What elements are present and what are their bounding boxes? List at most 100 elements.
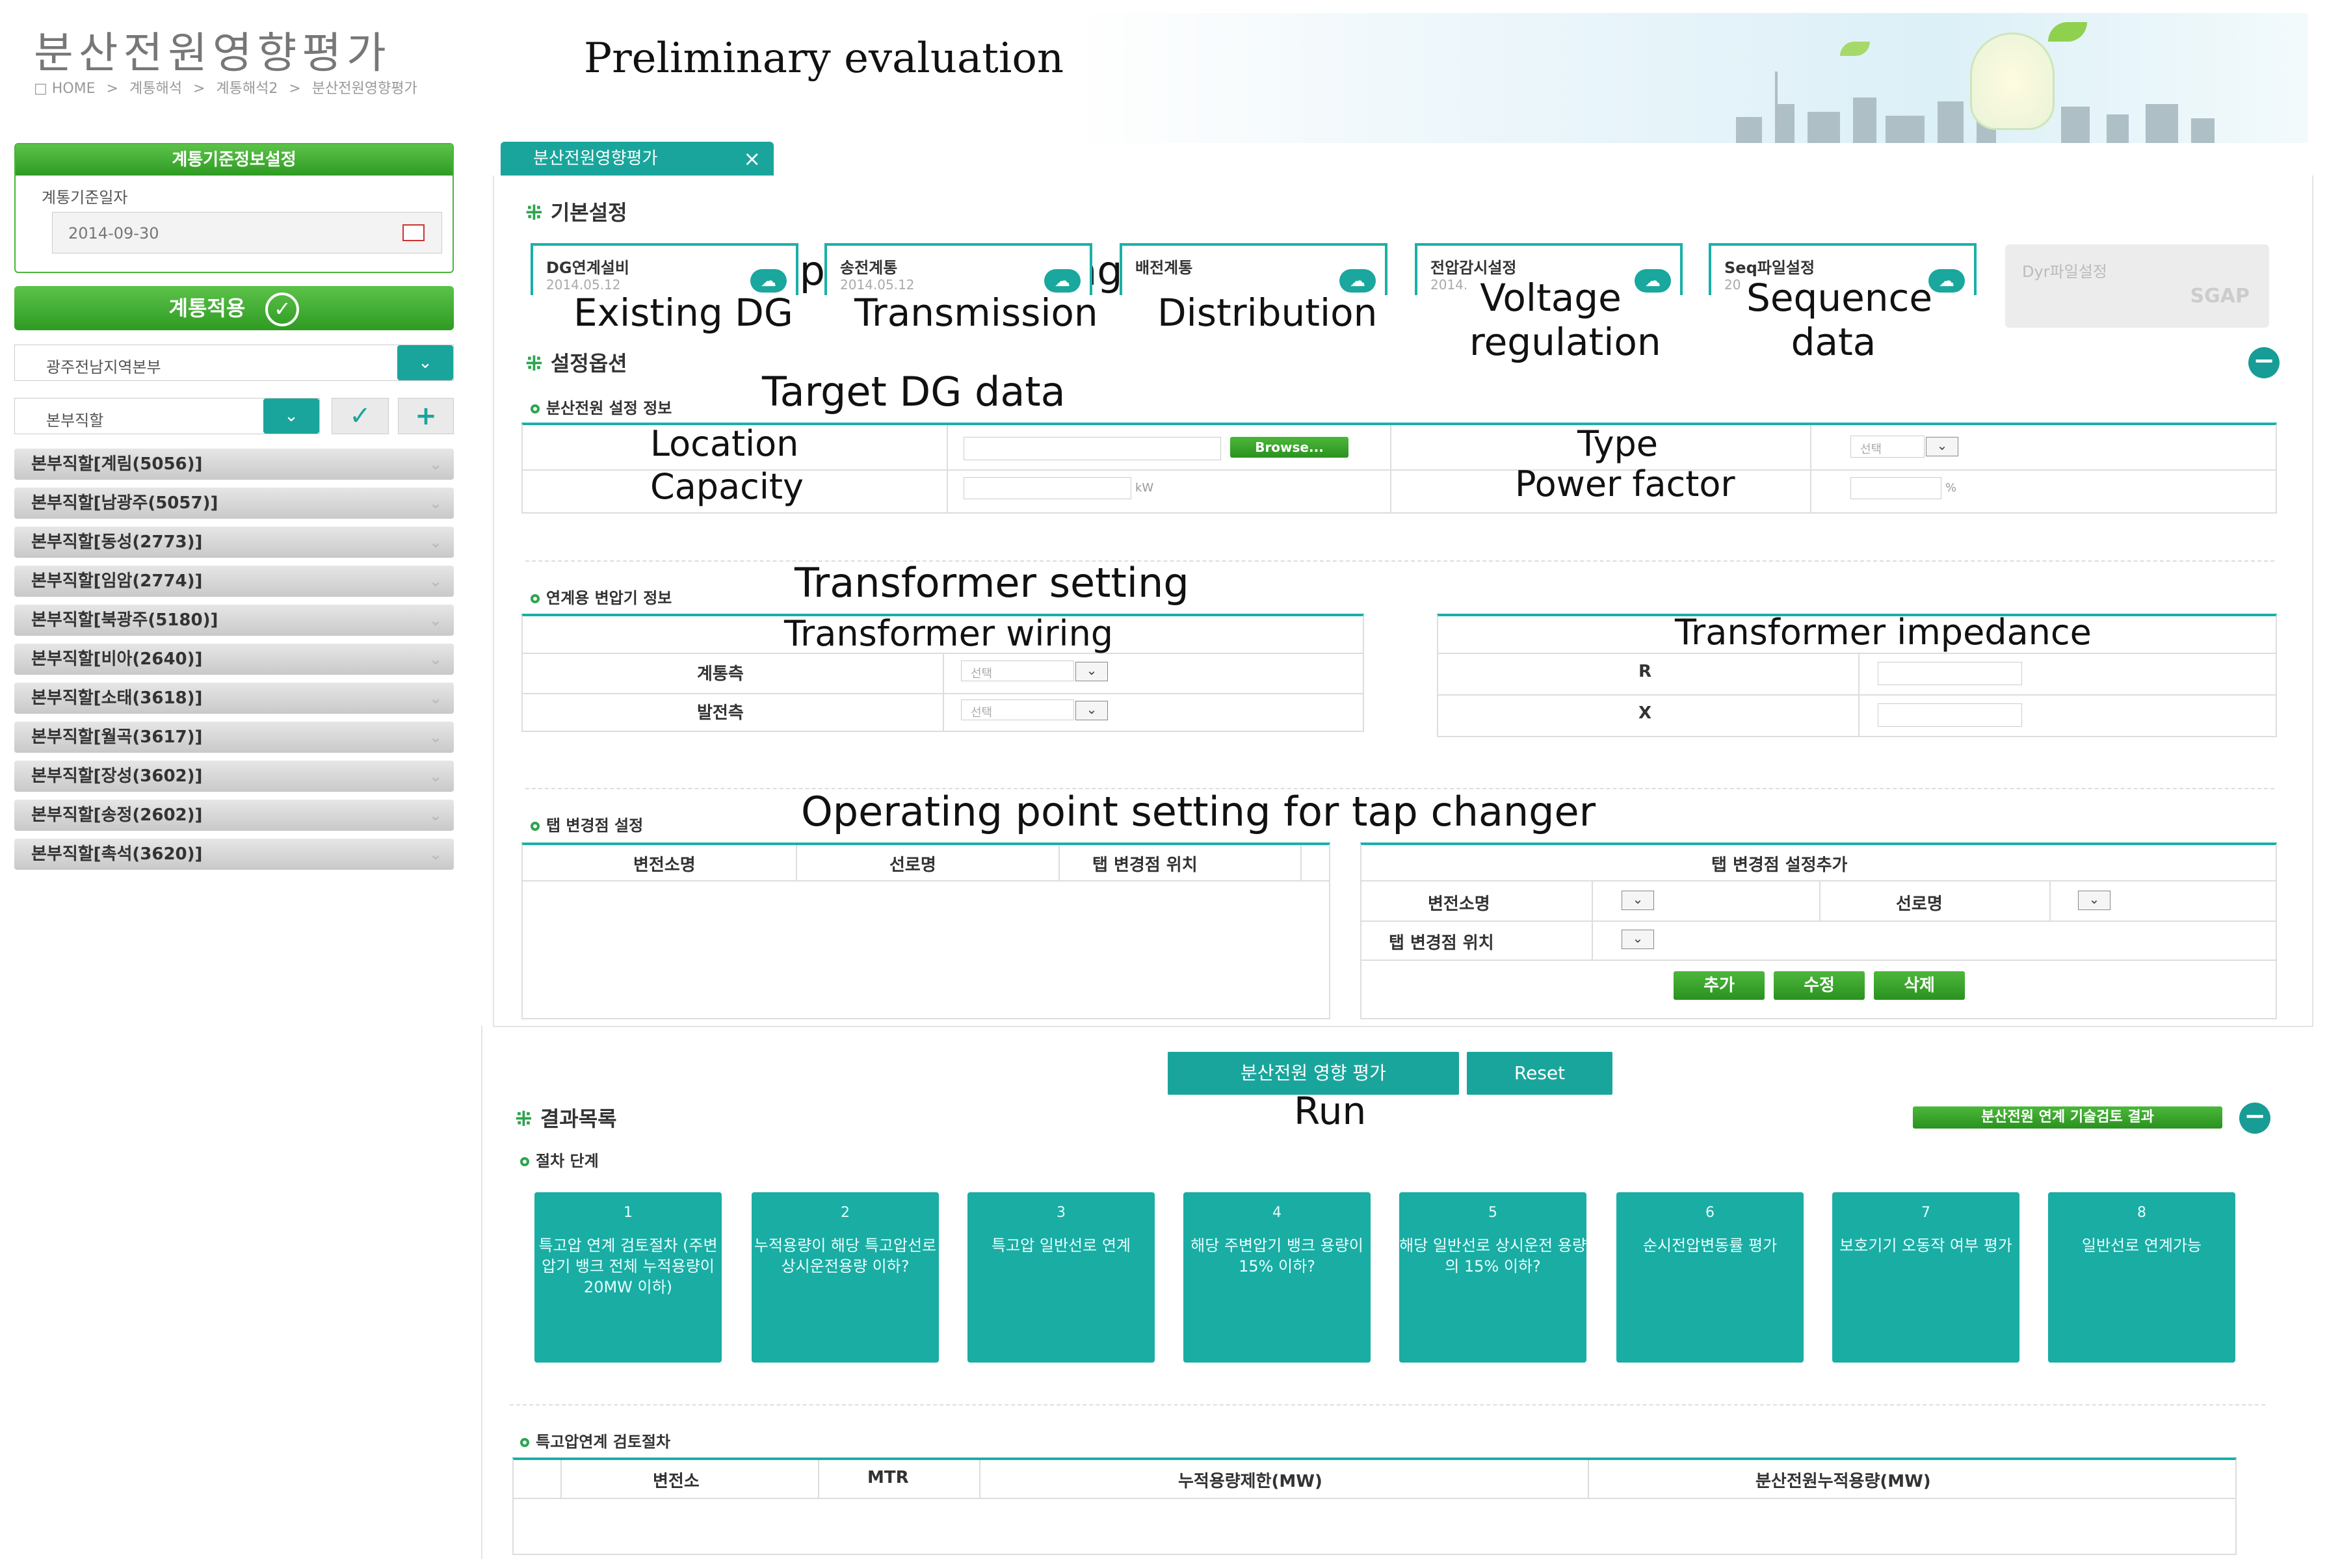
review-result-button[interactable]: 분산전원 연계 기술검토 결과 <box>1913 1106 2222 1129</box>
chevron-down-icon: ⌄ <box>428 767 442 785</box>
tab-impact-evaluation[interactable]: 분산전원영향평가 × <box>501 142 774 176</box>
upload-cloud-icon[interactable]: ☁ <box>1044 269 1081 293</box>
r-input[interactable] <box>1878 662 2022 685</box>
power-factor-label: Power factor <box>1515 464 1735 504</box>
chevron-down-icon[interactable]: ⌄ <box>1622 891 1654 910</box>
x-input[interactable] <box>1878 703 2022 727</box>
run-evaluation-button[interactable]: 분산전원 영향 평가 <box>1168 1052 1459 1095</box>
office-select[interactable]: 본부직할 ⌄ <box>14 398 320 434</box>
card-voltage[interactable]: 전압감시설정 2014. ☁ <box>1415 243 1683 295</box>
chevron-down-icon: ⌄ <box>428 728 442 746</box>
sidebar-item[interactable]: 본부직할[남광주(5057)] ⌄ <box>14 488 454 519</box>
date-input[interactable]: 2014-09-30 <box>52 212 442 254</box>
upload-cloud-icon[interactable]: ☁ <box>1339 269 1376 293</box>
review-table <box>512 1457 2237 1555</box>
sidebar-item[interactable]: 본부직할[비아(2640)] ⌄ <box>14 644 454 675</box>
review-subtitle: 특고압연계 검토절차 <box>520 1429 670 1452</box>
step-card: 6 순시전압변동률 평가 <box>1616 1192 1804 1363</box>
wind-turbine-icon <box>1775 72 1778 130</box>
card-dg[interactable]: DG연계설비 2014.05.12 ☁ <box>531 243 798 295</box>
edit-tap-button[interactable]: 수정 <box>1774 971 1865 1000</box>
sidebar-item[interactable]: 본부직할[북광주(5180)] ⌄ <box>14 605 454 636</box>
region-select[interactable]: 광주전남지역본부 ⌄ <box>14 345 454 381</box>
step-card: 3 특고압 일반선로 연계 <box>967 1192 1155 1363</box>
upload-cloud-icon[interactable]: ☁ <box>1928 269 1965 293</box>
steps-subtitle: 절차 단계 <box>520 1148 599 1171</box>
transformer-impedance-table <box>1437 614 2277 737</box>
date-label: 계통기준일자 <box>42 189 128 207</box>
card-distribution[interactable]: 배전계통 ☁ <box>1120 243 1387 295</box>
chevron-down-icon: ⌄ <box>428 611 442 629</box>
x-label: X <box>1638 703 1652 723</box>
sidebar-item[interactable]: 본부직할[송정(2602)] ⌄ <box>14 800 454 831</box>
collapse-icon[interactable]: − <box>2248 347 2280 378</box>
breadcrumb-item[interactable]: 계통해석2 <box>216 81 278 97</box>
location-label: Location <box>650 423 799 464</box>
tap-col-substation: 변전소명 <box>633 856 696 875</box>
card-transmission[interactable]: 송전계통 2014.05.12 ☁ <box>824 243 1092 295</box>
breadcrumb-item[interactable]: 분산전원영향평가 <box>311 81 417 97</box>
annotation-voltage: Voltage regulation <box>1469 276 1661 364</box>
breadcrumb-sep: > <box>289 81 301 97</box>
grid-side-select[interactable]: 선택 <box>961 660 1074 681</box>
chevron-down-icon[interactable]: ⌄ <box>263 399 319 434</box>
sidebar-item[interactable]: 본부직할[촉석(3620)] ⌄ <box>14 839 454 870</box>
apply-button[interactable]: 계통적용 ✓ <box>14 286 454 330</box>
chevron-down-icon: ⌄ <box>428 494 442 512</box>
line-name-label: 선로명 <box>1896 895 1943 914</box>
annotation-preliminary: Preliminary evaluation <box>584 34 1064 83</box>
transformer-impedance-header: Transformer impedance <box>1675 612 2092 653</box>
reset-button[interactable]: Reset <box>1467 1052 1612 1095</box>
close-icon[interactable]: × <box>743 146 761 171</box>
chevron-down-icon[interactable]: ⌄ <box>397 345 453 380</box>
calendar-icon[interactable] <box>402 224 425 241</box>
header-banner <box>1073 13 2308 143</box>
breadcrumb-item[interactable]: 계통해석 <box>129 81 182 97</box>
review-col-mtr: MTR <box>867 1468 909 1487</box>
chevron-down-icon: ⌄ <box>428 806 442 824</box>
capacity-input[interactable] <box>964 477 1131 499</box>
annotation-target-dg: Target DG data <box>762 368 1066 415</box>
browse-button[interactable]: Browse... <box>1230 437 1348 458</box>
pct-unit: % <box>1945 481 1957 495</box>
sidebar-item[interactable]: 본부직할[임암(2774)] ⌄ <box>14 566 454 597</box>
breadcrumb-home[interactable]: □ HOME <box>34 81 96 97</box>
section-icon: ⁜ <box>525 351 543 376</box>
step-card: 1 특고압 연계 검토절차 (주변압기 뱅크 전체 누적용량이 20MW 이하) <box>534 1192 722 1363</box>
sidebar-item[interactable]: 본부직할[동성(2773)] ⌄ <box>14 527 454 558</box>
gen-side-select[interactable]: 선택 <box>961 699 1074 720</box>
tap-subtitle: 탭 변경점 설정 <box>531 813 643 835</box>
power-factor-input[interactable] <box>1850 477 1941 499</box>
delete-tap-button[interactable]: 삭제 <box>1874 971 1965 1000</box>
card-sequence[interactable]: Seq파일설정 20 ☁ <box>1709 243 1977 295</box>
tap-position-label: 탭 변경점 위치 <box>1389 934 1494 953</box>
collapse-icon[interactable]: − <box>2239 1103 2270 1134</box>
upload-cloud-icon[interactable]: ☁ <box>750 269 787 293</box>
annotation-existing-dg: Existing DG <box>573 291 793 335</box>
chevron-down-icon[interactable]: ⌄ <box>1622 930 1654 949</box>
chevron-down-icon[interactable]: ⌄ <box>1926 437 1958 456</box>
lower-panel-border <box>481 1026 482 1559</box>
sidebar-item[interactable]: 본부직할[계림(5056)] ⌄ <box>14 449 454 480</box>
chevron-down-icon: ⌄ <box>428 533 442 551</box>
add-button[interactable]: + <box>398 398 454 434</box>
section-icon: ⁜ <box>525 200 543 225</box>
kw-unit: kW <box>1135 481 1154 495</box>
sidebar-item[interactable]: 본부직할[소태(3618)] ⌄ <box>14 683 454 714</box>
sidebar-item[interactable]: 본부직할[월곡(3617)] ⌄ <box>14 722 454 753</box>
step-card: 7 보호기기 오동작 여부 평가 <box>1832 1192 2019 1363</box>
dg-info-subtitle: 분산전원 설정 정보 <box>531 395 672 418</box>
sidebar-item[interactable]: 본부직할[장성(3602)] ⌄ <box>14 761 454 792</box>
location-input[interactable] <box>964 437 1221 460</box>
add-tap-button[interactable]: 추가 <box>1674 971 1765 1000</box>
lightbulb-icon <box>1970 33 2055 130</box>
chevron-down-icon[interactable]: ⌄ <box>2078 891 2110 910</box>
transformer-wiring-table <box>521 614 1364 732</box>
confirm-button[interactable]: ✓ <box>332 398 389 434</box>
card-dyr-disabled: Dyr파일설정 SGAP <box>2005 244 2269 328</box>
chevron-down-icon[interactable]: ⌄ <box>1075 701 1108 720</box>
upload-cloud-icon[interactable]: ☁ <box>1635 269 1671 293</box>
type-select[interactable]: 선택 <box>1850 436 1925 458</box>
chevron-down-icon[interactable]: ⌄ <box>1075 662 1108 681</box>
tap-list-table <box>521 843 1330 1019</box>
